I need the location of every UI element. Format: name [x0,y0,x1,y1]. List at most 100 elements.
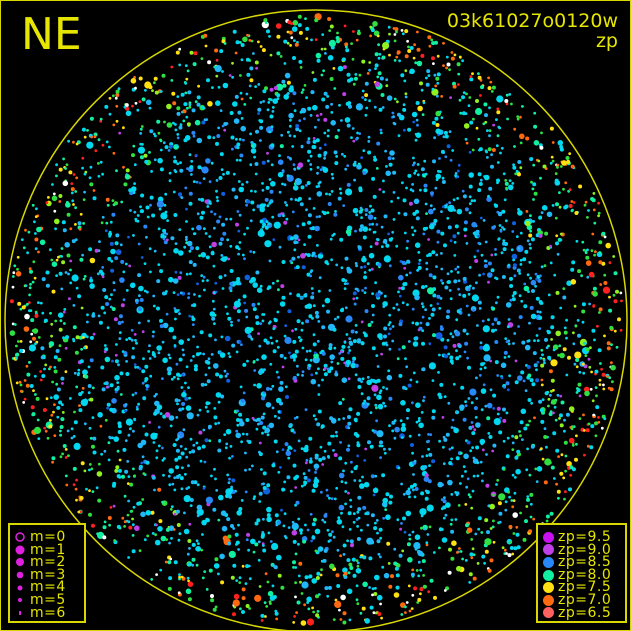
star-point [27,230,31,234]
star-point [72,173,76,176]
star-point [362,581,368,588]
star-point [135,341,138,345]
star-point [446,280,450,284]
star-point [496,412,500,416]
star-point [74,190,78,193]
star-point [302,539,307,544]
star-point [69,268,72,272]
star-point [191,317,196,322]
star-point [154,90,159,95]
star-point [200,274,204,277]
star-point [269,87,274,92]
star-point [541,457,545,461]
star-point [299,339,302,343]
star-point [249,132,253,136]
star-point [482,219,486,222]
star-point [48,248,52,252]
star-point [535,277,538,281]
star-point [132,191,136,195]
star-point [271,584,275,588]
star-point [138,307,142,312]
star-point [157,227,161,231]
star-point [54,227,57,231]
star-point [598,240,603,245]
star-point [443,437,448,442]
star-point [257,422,260,426]
star-point [220,580,225,585]
star-point [550,359,558,367]
star-point [383,572,390,579]
star-point [96,471,103,477]
star-point [317,384,321,387]
star-point [225,428,232,435]
star-point [393,436,397,440]
star-point [293,109,297,113]
star-point [129,427,132,431]
star-point [190,173,193,176]
star-point [173,488,177,492]
star-point [275,370,279,374]
star-point [306,596,312,603]
star-point [578,394,582,398]
star-point [291,256,296,261]
star-point [58,327,63,332]
star-point [434,186,438,190]
star-point [506,388,510,392]
star-point [482,344,490,352]
star-point [109,506,113,509]
star-point [297,517,301,521]
star-point [380,352,383,356]
star-point [324,151,327,155]
star-point [311,535,315,538]
legend-item-zp: zp=8.5 [538,555,625,569]
star-point [597,420,601,424]
star-point [39,378,43,382]
star-point [322,69,325,73]
star-point [490,90,494,93]
star-point [163,203,167,207]
star-point [297,336,301,339]
star-point [518,272,522,275]
star-point [530,444,535,449]
star-point [538,327,542,330]
star-point [89,283,95,289]
star-point [50,322,54,326]
star-point [379,602,382,606]
star-point [455,349,458,353]
star-point [358,73,362,77]
star-point [198,430,203,435]
star-point [97,498,102,503]
star-point [436,294,441,299]
star-point [208,180,212,184]
star-point [118,314,123,319]
star-point [264,225,269,230]
star-point [168,144,173,149]
star-point [195,547,199,551]
star-point [563,418,566,422]
star-point [397,290,400,294]
star-point [300,447,304,450]
star-point [338,103,341,107]
star-point [125,338,129,341]
star-point [368,211,372,214]
star-point [366,402,370,406]
star-point [63,322,66,325]
star-point [257,83,261,86]
star-point [201,210,205,215]
star-point [221,39,226,44]
star-point [581,240,585,244]
star-point [221,222,226,227]
star-point [185,588,192,595]
star-point [450,556,455,561]
star-point [397,211,401,215]
star-point [338,608,341,612]
star-point [131,104,134,108]
star-point [201,120,206,125]
star-point [167,371,172,376]
star-point [188,451,192,454]
star-point [289,259,293,263]
star-point [111,483,116,488]
star-point [458,293,462,297]
star-point [411,530,415,534]
star-point [376,238,380,242]
